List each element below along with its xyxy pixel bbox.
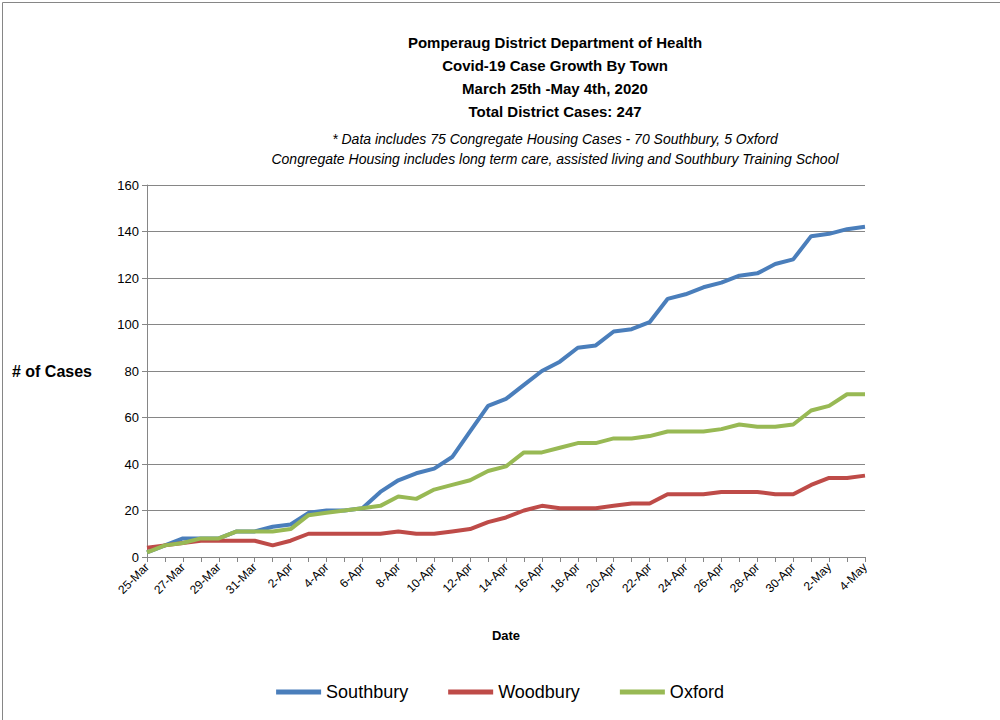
svg-text:10-Apr: 10-Apr [404,560,439,595]
svg-text:8-Apr: 8-Apr [373,560,404,591]
svg-text:28-Apr: 28-Apr [727,560,762,595]
svg-text:Southbury: Southbury [326,682,408,702]
svg-text:16-Apr: 16-Apr [512,560,547,595]
svg-text:2-May: 2-May [801,560,834,593]
svg-text:Oxford: Oxford [670,682,724,702]
svg-text:4-May: 4-May [837,560,870,593]
svg-text:120: 120 [117,271,139,286]
svg-text:14-Apr: 14-Apr [476,560,511,595]
svg-text:12-Apr: 12-Apr [440,560,475,595]
svg-text:24-Apr: 24-Apr [655,560,690,595]
svg-text:# of Cases: # of Cases [12,363,92,380]
svg-text:27-Mar: 27-Mar [151,560,188,597]
svg-text:4-Apr: 4-Apr [301,560,332,591]
svg-text:March 25th -May 4th, 2020: March 25th -May 4th, 2020 [462,80,648,97]
svg-text:100: 100 [117,317,139,332]
svg-text:40: 40 [125,457,139,472]
svg-text:30-Apr: 30-Apr [763,560,798,595]
svg-text:2-Apr: 2-Apr [265,560,296,591]
svg-text:25-Mar: 25-Mar [115,560,152,597]
svg-text:18-Apr: 18-Apr [547,560,582,595]
svg-text:Pomperaug District Department: Pomperaug District Department of Health [408,34,702,51]
svg-text:26-Apr: 26-Apr [691,560,726,595]
svg-text:22-Apr: 22-Apr [619,560,654,595]
svg-text:31-Mar: 31-Mar [223,560,260,597]
svg-text:* Data includes 75 Congregate: * Data includes 75 Congregate Housing Ca… [332,131,779,147]
svg-text:Covid-19 Case Growth By Town: Covid-19 Case Growth By Town [442,57,668,74]
svg-text:Congregate Housing includes lo: Congregate Housing includes long term ca… [271,151,839,167]
svg-text:80: 80 [125,364,139,379]
svg-text:Date: Date [492,628,520,643]
svg-text:160: 160 [117,178,139,193]
svg-text:140: 140 [117,224,139,239]
svg-text:Total District Cases: 247: Total District Cases: 247 [468,103,641,120]
svg-text:29-Mar: 29-Mar [187,560,224,597]
svg-text:20: 20 [125,503,139,518]
svg-text:0: 0 [132,550,139,565]
svg-text:60: 60 [125,410,139,425]
svg-text:20-Apr: 20-Apr [583,560,618,595]
svg-text:6-Apr: 6-Apr [337,560,368,591]
svg-text:Woodbury: Woodbury [498,682,580,702]
